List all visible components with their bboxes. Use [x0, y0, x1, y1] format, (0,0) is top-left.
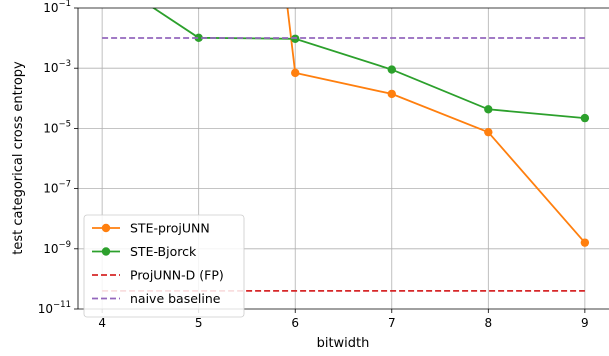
- x-tick-label: 4: [98, 316, 106, 330]
- legend-label-ste-bjorck: STE-Bjorck: [130, 244, 197, 259]
- legend-box: [83, 214, 245, 318]
- legend: STE-projUNN STE-Bjorck ProjUNN-D (FP) naive…: [83, 214, 245, 318]
- y-tick-label: 10−11: [38, 300, 71, 316]
- x-tick-label: 6: [291, 316, 299, 330]
- x-axis-label: bitwidth: [317, 336, 370, 351]
- data-point-ste-projunn: [484, 127, 493, 137]
- series-line-ste-projunn: [286, 8, 586, 244]
- x-tick-label: 8: [484, 316, 492, 330]
- legend-label-naive-baseline: naive baseline: [130, 291, 221, 306]
- x-tick-label: 7: [388, 316, 396, 330]
- y-axis-label: test categorical cross entropy: [11, 61, 26, 255]
- series-line-ste-bjorck: [151, 8, 585, 119]
- legend-label-projunn-d-fp: ProjUNN-D (FP): [130, 268, 224, 283]
- x-tick-label: 9: [581, 316, 589, 330]
- data-point-ste-bjorck: [194, 33, 203, 43]
- grid: [78, 8, 609, 309]
- legend-marker-ste-projunn: [101, 223, 111, 233]
- y-tick-label: 10−9: [43, 240, 71, 256]
- y-tick-label: 10−3: [43, 59, 71, 75]
- data-point-ste-projunn: [580, 238, 590, 247]
- x-tick-label: 5: [195, 316, 203, 330]
- legend-marker-ste-bjorck: [101, 247, 111, 256]
- y-tick-label: 10−1: [43, 0, 71, 15]
- y-tick-label: 10−5: [43, 119, 71, 135]
- series-layer: [102, 8, 590, 292]
- y-axis: 10−1 10−3 10−5 10−7 10−9 10−11: [38, 0, 78, 316]
- y-tick-label: 10−7: [43, 180, 71, 196]
- data-point-ste-projunn: [291, 68, 300, 78]
- legend-label-ste-projunn: STE-projUNN: [130, 221, 210, 236]
- data-point-ste-projunn: [387, 89, 396, 99]
- data-point-ste-bjorck: [387, 65, 396, 74]
- data-point-ste-bjorck: [484, 105, 493, 114]
- data-point-ste-bjorck: [580, 113, 590, 123]
